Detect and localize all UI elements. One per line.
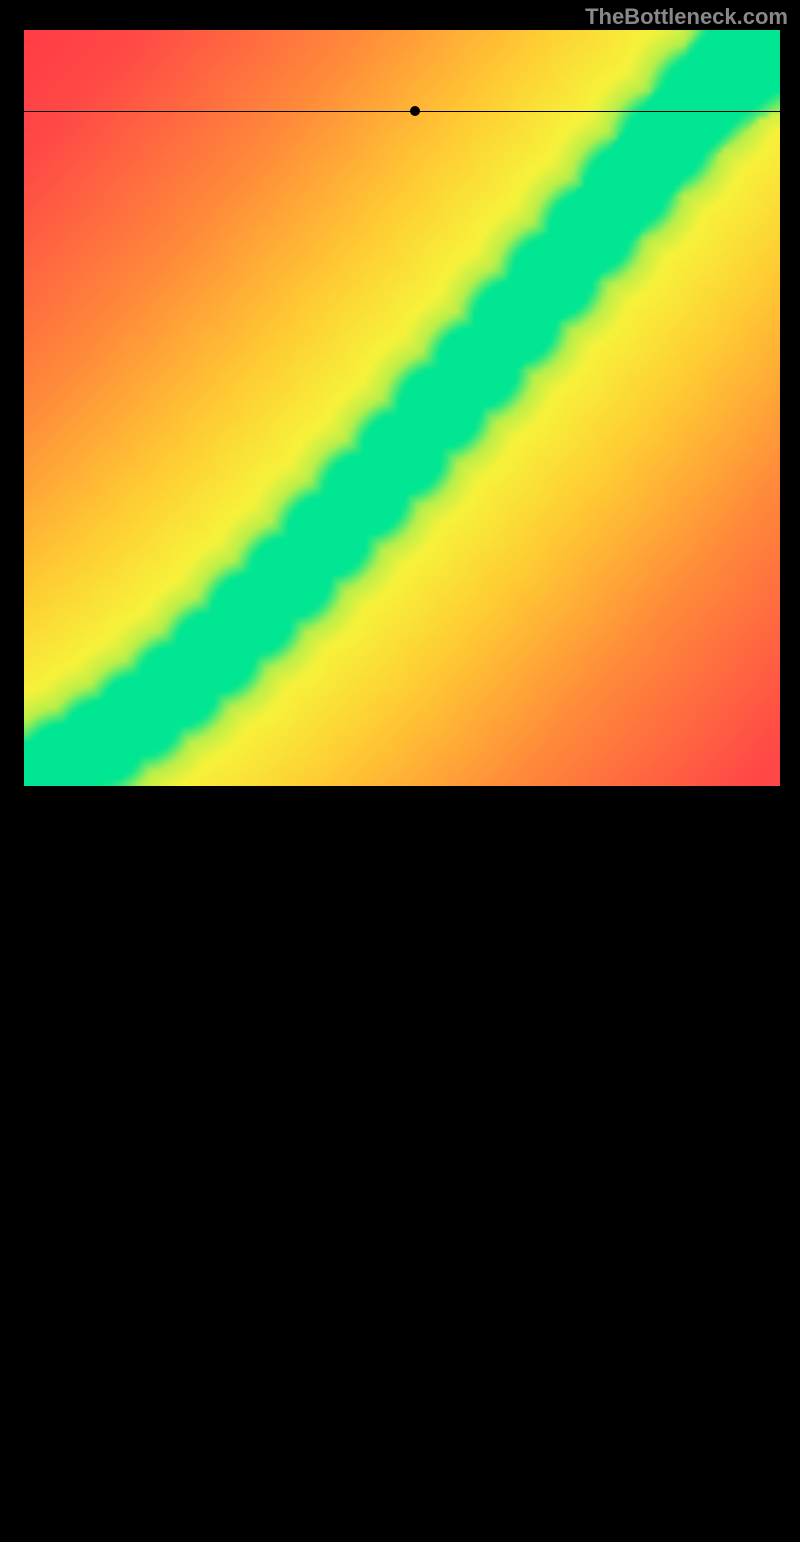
crosshair-marker: [410, 106, 420, 116]
heatmap-canvas: [24, 30, 780, 786]
crosshair-vertical: [415, 786, 416, 1542]
heatmap-plot: [24, 30, 780, 786]
crosshair-horizontal: [24, 111, 780, 112]
watermark-text: TheBottleneck.com: [585, 4, 788, 30]
